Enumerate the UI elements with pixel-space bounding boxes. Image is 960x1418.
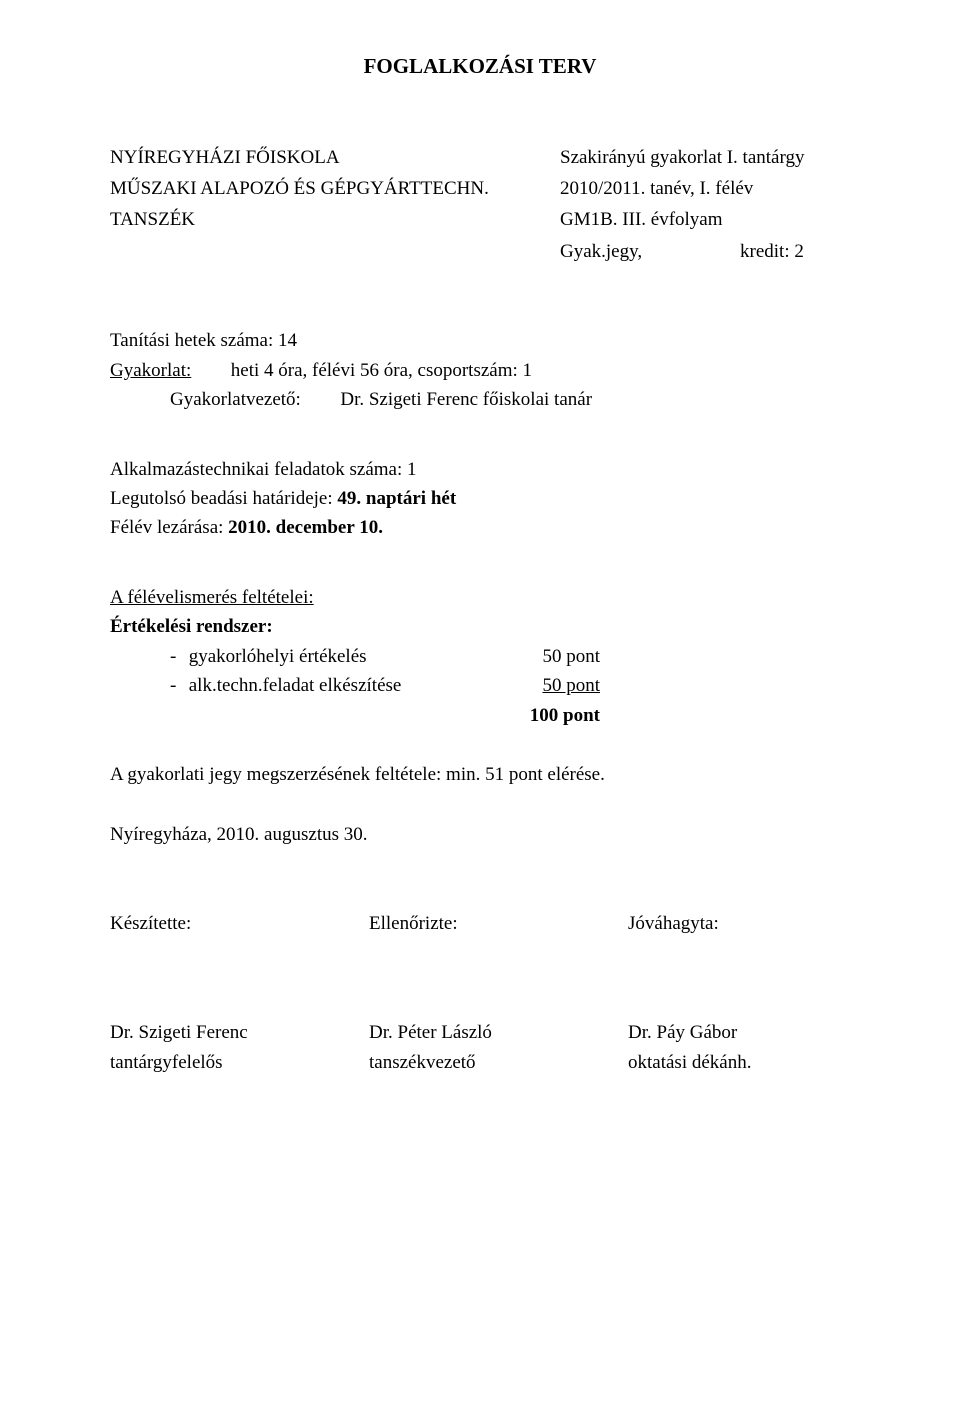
deadline-line: Legutolsó beadási határideje: 49. naptár… [110,484,850,513]
sig-k: Dr. Szigeti Ferenc tantárgyfelelős [110,1018,332,1077]
eval-item-2: alk.techn.feladat elkészítése [189,675,402,696]
closing-date: 2010. december 10. [228,517,383,538]
signature-names-row: Dr. Szigeti Ferenc tantárgyfelelős Dr. P… [110,1018,850,1077]
place-date: Nyíregyháza, 2010. augusztus 30. [110,820,850,849]
credit-row: Gyak.jegy, kredit: 2 [110,237,850,266]
eval-points-1: 50 pont [480,642,600,671]
eval-item-1: gyakorlóhelyi értékelés [189,646,367,667]
dash-icon: - [170,642,184,671]
sig-e-name: Dr. Péter László [369,1018,591,1047]
eval-points-2: 50 pont [480,671,600,700]
practice-label: Gyakorlat: [110,360,191,381]
deadline-week: 49. naptári hét [337,488,456,509]
sig-e-role: tanszékvezető [369,1048,591,1077]
evaluation-section: A félévelismerés feltételei: Értékelési … [110,583,850,730]
spacer [170,701,480,730]
sig-j-label: Jóváhagyta: [628,909,850,938]
header-row-2: MŰSZAKI ALAPOZÓ ÉS GÉPGYÁRTTECHN. 2010/2… [110,174,850,203]
teaching-weeks: Tanítási hetek száma: 14 [110,326,850,355]
sig-k-role: tantárgyfelelős [110,1048,332,1077]
sig-k-name: Dr. Szigeti Ferenc [110,1018,332,1047]
eval-row-1: - gyakorlóhelyi értékelés 50 pont [170,642,850,671]
signature-labels-row: Készítette: Ellenőrizte: Jóváhagyta: [110,909,850,938]
institution-name: NYÍREGYHÁZI FŐISKOLA [110,143,560,172]
conditions-title: A félévelismerés feltételei: [110,583,850,612]
department-line: MŰSZAKI ALAPOZÓ ÉS GÉPGYÁRTTECHN. [110,174,560,203]
eval-points-2-text: 50 pont [542,675,600,696]
practice-details: heti 4 óra, félévi 56 óra, csoportszám: … [231,360,532,381]
grade-type: Gyak.jegy, [560,237,740,266]
task-count: Alkalmazástechnikai feladatok száma: 1 [110,455,850,484]
eval-total-value: 100 pont [480,701,600,730]
academic-year: 2010/2011. tanév, I. félév [560,174,850,203]
closing-line: Félév lezárása: 2010. december 10. [110,513,850,542]
header-row-1: NYÍREGYHÁZI FŐISKOLA Szakirányú gyakorla… [110,143,850,172]
sig-k-label: Készítette: [110,909,332,938]
weeks-section: Tanítási hetek száma: 14 Gyakorlat: heti… [110,326,850,414]
header-row-3: TANSZÉK GM1B. III. évfolyam [110,205,850,234]
sig-e-label: Ellenőrizte: [369,909,591,938]
credit-value: kredit: 2 [740,237,850,266]
eval-label-2: - alk.techn.feladat elkészítése [170,671,480,700]
sig-j-name: Dr. Páy Gábor [628,1018,850,1047]
practice-line: Gyakorlat: heti 4 óra, félévi 56 óra, cs… [110,356,850,385]
document-page: FOGLALKOZÁSI TERV NYÍREGYHÁZI FŐISKOLA S… [0,0,960,1418]
leader-name: Dr. Szigeti Ferenc főiskolai tanár [340,389,592,410]
eval-label-1: - gyakorlóhelyi értékelés [170,642,480,671]
page-title: FOGLALKOZÁSI TERV [110,50,850,83]
requirement-line: A gyakorlati jegy megszerzésének feltéte… [110,760,850,789]
subject-name: Szakirányú gyakorlat I. tantárgy [560,143,850,172]
sig-e: Dr. Péter László tanszékvezető [369,1018,591,1077]
eval-row-2: - alk.techn.feladat elkészítése 50 pont [170,671,850,700]
leader-label: Gyakorlatvezető: [170,389,301,410]
eval-system-title: Értékelési rendszer: [110,612,850,641]
closing-prefix: Félév lezárása: [110,517,228,538]
class-year: GM1B. III. évfolyam [560,205,850,234]
header-block: NYÍREGYHÁZI FŐISKOLA Szakirányú gyakorla… [110,143,850,267]
sig-j-role: oktatási dékánh. [628,1048,850,1077]
tasks-section: Alkalmazástechnikai feladatok száma: 1 L… [110,455,850,543]
leader-line: Gyakorlatvezető: Dr. Szigeti Ferenc főis… [110,385,850,414]
dash-icon: - [170,671,184,700]
sig-j: Dr. Páy Gábor oktatási dékánh. [628,1018,850,1077]
eval-rows: - gyakorlóhelyi értékelés 50 pont - alk.… [110,642,850,730]
deadline-prefix: Legutolsó beadási határideje: [110,488,337,509]
dept-label: TANSZÉK [110,205,560,234]
eval-total-row: 100 pont [170,701,850,730]
